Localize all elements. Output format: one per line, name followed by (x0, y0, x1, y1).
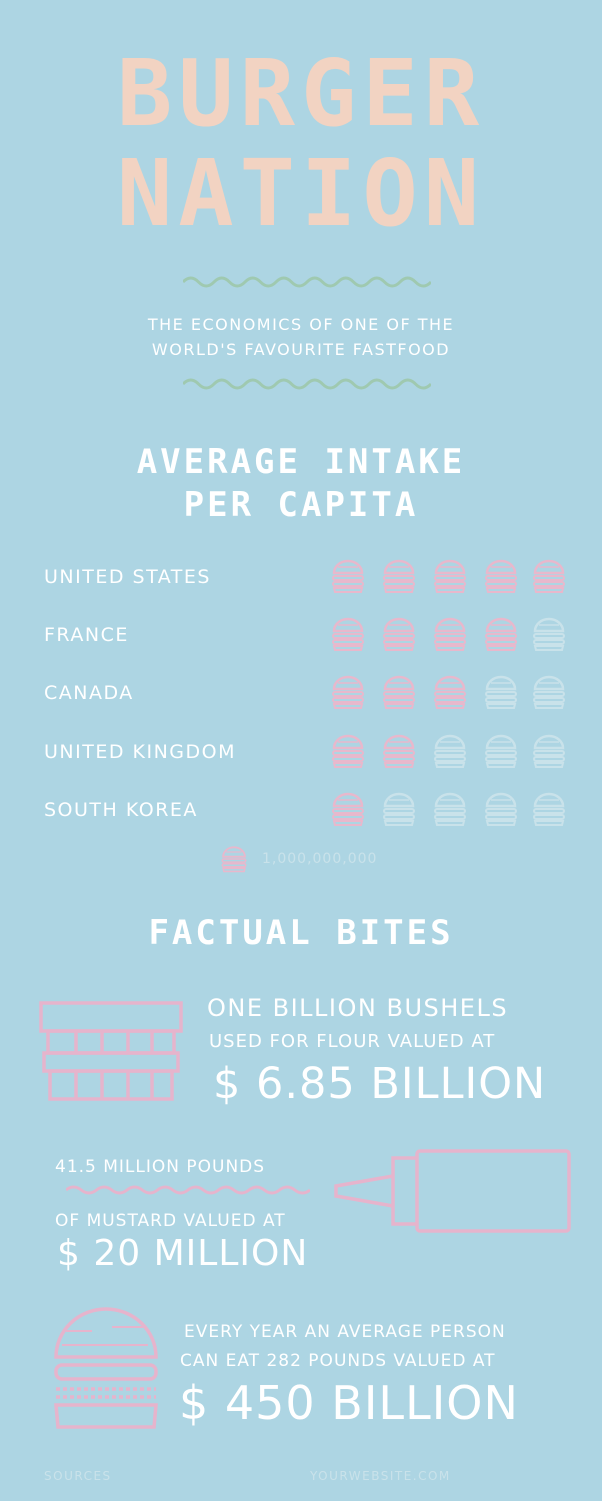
burger-icon-filled (532, 559, 566, 594)
person-fact-line-2: CAN EAT 282 POUNDS VALUED AT (180, 1351, 496, 1371)
burger-icon-empty (433, 734, 467, 769)
burger-icon-empty (484, 675, 518, 710)
burger-icon-empty (382, 792, 416, 827)
person-fact-line-1: EVERY YEAR AN AVERAGE PERSON (184, 1322, 506, 1342)
country-label: CANADA (44, 682, 134, 704)
country-label: FRANCE (44, 624, 129, 646)
burger-icon-empty (484, 792, 518, 827)
burger-icon-empty (532, 734, 566, 769)
mustard-wave-icon (66, 1185, 310, 1195)
subtitle-line-1: THE ECONOMICS OF ONE OF THE (147, 315, 455, 334)
burger-icon-filled (382, 675, 416, 710)
country-label: UNITED STATES (44, 566, 211, 588)
legend-value: 1,000,000,000 (262, 851, 378, 867)
website-link[interactable]: YOURWEBSITE.COM (310, 1469, 451, 1483)
flour-fact-line-2: USED FOR FLOUR VALUED AT (209, 1031, 496, 1052)
mustard-fact-line-1: 41.5 MILLION POUNDS (55, 1157, 266, 1177)
burger-icon-filled (331, 792, 365, 827)
legend-burger-icon (221, 846, 247, 873)
burger-icon-filled (382, 617, 416, 652)
intake-heading-line-1: AVERAGE INTAKE (136, 442, 466, 482)
mustard-fact-line-2: OF MUSTARD VALUED AT (55, 1211, 286, 1231)
wave-divider-top (183, 276, 431, 288)
country-label: UNITED KINGDOM (44, 741, 236, 763)
wave-divider-bottom (183, 378, 431, 390)
sources-link[interactable]: SOURCES (44, 1469, 112, 1483)
flour-fact-value: $ 6.85 BILLION (213, 1059, 547, 1109)
title-line-2: NATION (116, 140, 486, 247)
flour-fact-line-1: ONE BILLION BUSHELS (207, 994, 509, 1022)
burger-icon-empty (532, 617, 566, 652)
burger-icon-empty (532, 675, 566, 710)
intake-heading-line-2: PER CAPITA (183, 485, 419, 525)
person-fact-value: $ 450 BILLION (179, 1376, 519, 1430)
subtitle: THE ECONOMICS OF ONE OF THE WORLD'S FAVO… (0, 312, 602, 362)
burger-icon-filled (382, 559, 416, 594)
burger-icon-filled (484, 559, 518, 594)
burger-icon-filled (433, 675, 467, 710)
mustard-bottle-icon (334, 1149, 571, 1233)
burger-icon-filled (484, 617, 518, 652)
subtitle-line-2: WORLD'S FAVOURITE FASTFOOD (151, 340, 451, 359)
burger-icon-empty (532, 792, 566, 827)
burger-icon-filled (433, 559, 467, 594)
burger-icon-filled (331, 559, 365, 594)
burger-icon-filled (331, 617, 365, 652)
burger-icon-empty (484, 734, 518, 769)
title-line-1: BURGER (116, 40, 486, 147)
country-label: SOUTH KOREA (44, 799, 198, 821)
flour-sack-icon (39, 1001, 183, 1101)
burger-outline-icon (54, 1307, 158, 1429)
burger-icon-filled (331, 734, 365, 769)
burger-icon-empty (433, 792, 467, 827)
burger-icon-filled (331, 675, 365, 710)
facts-heading: FACTUAL BITES (148, 913, 454, 953)
mustard-fact-value: $ 20 MILLION (57, 1233, 309, 1274)
burger-icon-filled (382, 734, 416, 769)
burger-icon-filled (433, 617, 467, 652)
